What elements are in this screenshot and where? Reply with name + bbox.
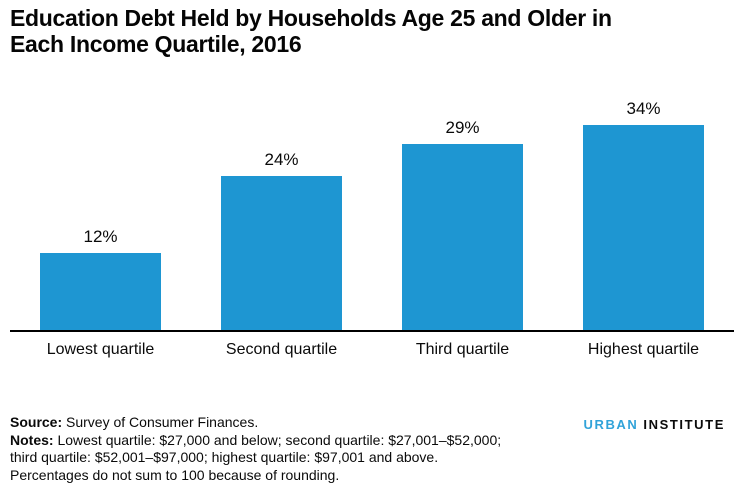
notes-line-1: Notes: Lowest quartile: $27,000 and belo… — [10, 432, 501, 450]
notes-line-2: third quartile: $52,001–$97,000; highest… — [10, 449, 439, 465]
logo-urban-text: URBAN — [583, 417, 639, 432]
bar-value-label: 29% — [445, 118, 480, 137]
bar-group-second-quartile: 24% — [191, 99, 372, 330]
bar-value-label: 12% — [83, 227, 118, 246]
x-axis-labels: Lowest quartile Second quartile Third quar… — [10, 340, 734, 360]
bar-group-highest-quartile: 34% — [553, 99, 734, 330]
chart-title: Education Debt Held by Households Age 25… — [10, 5, 612, 57]
logo-institute-text: INSTITUTE — [643, 417, 725, 432]
notes-text-1: Lowest quartile: $27,000 and below; seco… — [57, 431, 502, 448]
plot-area: 12% 24% 29% 34% — [10, 99, 734, 332]
source-note: Source: Survey of Consumer Finances. — [10, 414, 501, 432]
x-label-third-quartile: Third quartile — [415, 341, 510, 358]
bar-highest-quartile — [583, 125, 704, 330]
chart-title-line-2: Each Income Quartile, 2016 — [10, 31, 302, 57]
footnotes: Source: Survey of Consumer Finances. Not… — [10, 414, 501, 484]
bar-third-quartile — [402, 144, 523, 330]
notes-line-3: Percentages do not sum to 100 because of… — [10, 466, 340, 483]
bar-second-quartile — [221, 176, 342, 330]
bar-value-label: 34% — [626, 99, 661, 118]
x-label-lowest-quartile: Lowest quartile — [46, 341, 155, 358]
bar-lowest-quartile — [40, 253, 161, 330]
x-label-highest-quartile: Highest quartile — [587, 341, 700, 358]
notes-label: Notes: — [10, 431, 54, 448]
bar-value-label: 24% — [264, 150, 299, 169]
urban-institute-logo: URBAN INSTITUTE — [583, 417, 725, 432]
bar-group-lowest-quartile: 12% — [10, 99, 191, 330]
x-label-second-quartile: Second quartile — [225, 341, 338, 358]
source-label: Source: — [10, 414, 63, 430]
bar-group-third-quartile: 29% — [372, 99, 553, 330]
chart-title-line-1: Education Debt Held by Households Age 25… — [10, 5, 612, 31]
source-text: Survey of Consumer Finances. — [66, 414, 259, 430]
